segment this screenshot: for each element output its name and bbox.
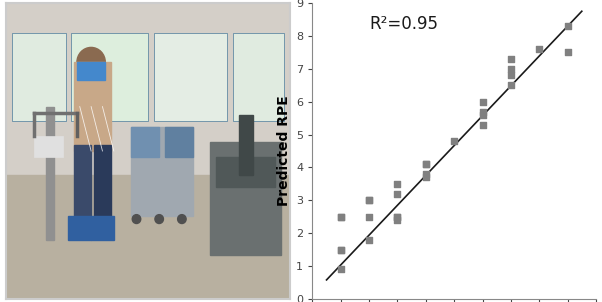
Point xyxy=(478,112,488,117)
Point xyxy=(364,237,374,242)
Point xyxy=(364,214,374,219)
Point xyxy=(364,198,374,203)
Point xyxy=(336,267,346,272)
Point xyxy=(364,198,374,203)
Point xyxy=(336,247,346,252)
Ellipse shape xyxy=(77,47,105,77)
Y-axis label: Predicted RPE: Predicted RPE xyxy=(277,96,291,206)
Point xyxy=(478,99,488,104)
Point xyxy=(336,247,346,252)
Bar xyxy=(94,145,111,216)
Bar xyxy=(154,33,228,121)
Bar xyxy=(46,107,54,240)
Bar xyxy=(131,127,193,216)
Point xyxy=(506,66,516,71)
Point xyxy=(506,73,516,78)
Point xyxy=(393,214,402,219)
Bar xyxy=(69,216,91,240)
Point xyxy=(478,122,488,127)
Point xyxy=(506,56,516,61)
Bar xyxy=(11,33,66,121)
Point xyxy=(535,47,544,51)
Point xyxy=(478,109,488,114)
Point xyxy=(393,191,402,196)
Point xyxy=(563,50,573,55)
Ellipse shape xyxy=(178,215,186,223)
Text: R²=0.95: R²=0.95 xyxy=(369,15,438,33)
Point xyxy=(449,139,459,143)
Bar xyxy=(238,115,253,175)
Bar xyxy=(77,62,105,80)
Point xyxy=(421,172,430,176)
Bar xyxy=(34,136,63,157)
Bar xyxy=(233,33,284,121)
Point xyxy=(393,218,402,223)
Bar xyxy=(71,33,148,121)
Ellipse shape xyxy=(132,215,141,223)
Bar xyxy=(210,142,281,255)
Ellipse shape xyxy=(155,215,163,223)
Point xyxy=(563,24,573,28)
Point xyxy=(336,214,346,219)
Point xyxy=(393,182,402,186)
Point xyxy=(336,214,346,219)
Bar xyxy=(216,157,276,187)
Bar xyxy=(74,62,111,151)
Point xyxy=(421,175,430,180)
Bar xyxy=(131,127,159,157)
Bar xyxy=(165,127,193,157)
Point xyxy=(393,214,402,219)
Point xyxy=(506,83,516,88)
Bar xyxy=(91,216,114,240)
Bar xyxy=(74,145,91,216)
Point xyxy=(421,162,430,167)
Point xyxy=(421,162,430,167)
